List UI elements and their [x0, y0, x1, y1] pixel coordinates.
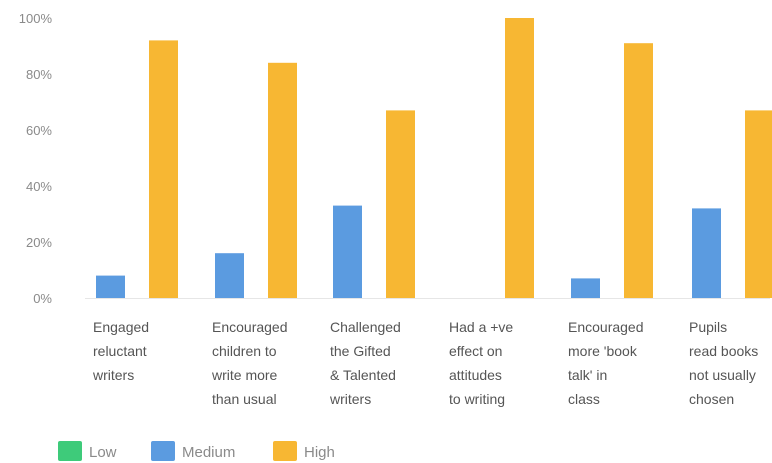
bar-high [505, 18, 534, 298]
bars-group [96, 18, 772, 299]
x-category-label: Challenged the Gifted & Talented writers [329, 319, 401, 407]
bar-medium [96, 275, 125, 298]
x-category-label: Pupils read books not usually chosen [689, 319, 758, 407]
y-tick-label: 80% [26, 67, 52, 82]
y-tick-label: 60% [26, 123, 52, 138]
x-category-label: Encouraged children to write more than usua… [211, 319, 288, 407]
bar-high [624, 43, 653, 299]
legend-label: Medium [182, 444, 235, 461]
y-tick-label: 20% [26, 235, 52, 250]
legend-swatch [58, 441, 82, 461]
y-tick-label: 0% [33, 291, 52, 306]
legend-swatch [151, 441, 175, 461]
bar-medium [333, 205, 362, 298]
bar-medium [215, 253, 244, 298]
y-axis: 0% 20% 40% 60% 80% 100% [19, 11, 53, 306]
x-category-label: Engaged reluctant writers [92, 319, 149, 383]
bar-high [745, 110, 772, 299]
legend-label: Low [89, 444, 117, 461]
x-category-label: Encouraged more 'book talk' in class [568, 319, 644, 407]
legend-label: High [304, 444, 335, 461]
x-axis-labels: Engaged reluctant writers Encouraged childre… [92, 319, 758, 407]
y-tick-label: 100% [19, 11, 53, 26]
bar-high [268, 62, 297, 298]
x-category-label: Had a +ve effect on attitudes to writing [449, 319, 513, 407]
bar-medium [571, 278, 600, 298]
y-tick-label: 40% [26, 179, 52, 194]
bar-medium [692, 208, 721, 298]
bar-high [149, 40, 178, 299]
legend: Low Medium High [58, 441, 335, 461]
bar-high [386, 110, 415, 299]
legend-swatch [273, 441, 297, 461]
